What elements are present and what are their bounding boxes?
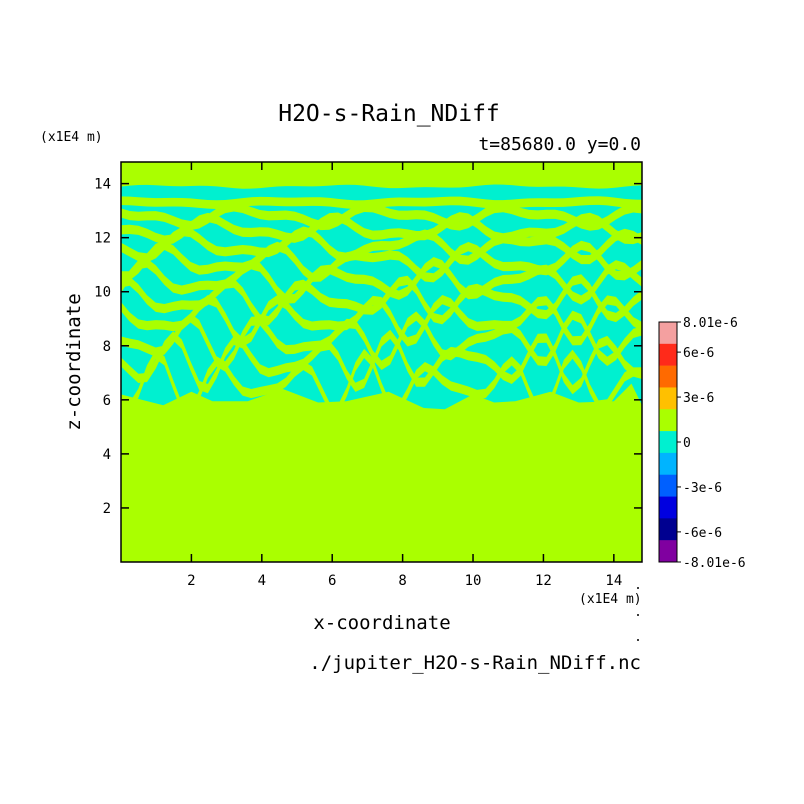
contour-stripe	[121, 257, 642, 305]
colorbar-tick-label: 3e-6	[683, 391, 714, 406]
marker-dots	[637, 587, 639, 641]
y-tick-label: 8	[103, 339, 111, 355]
colorbar-segment	[659, 496, 677, 519]
contour-stripe	[121, 226, 642, 265]
y-axis-label: z-coordinate	[63, 293, 85, 430]
colorbar-segment	[659, 343, 677, 366]
y-unit-label: (x1E4 m)	[40, 130, 103, 145]
x-axis: 2 4 6 8 10 12 14	[187, 162, 622, 589]
contour-stripe	[121, 310, 642, 371]
colorbar-segment	[659, 474, 677, 497]
contour-stripe	[121, 348, 642, 417]
y-tick-label: 10	[94, 285, 111, 301]
colorbar-segment	[659, 518, 677, 541]
colorbar-segment	[659, 365, 677, 388]
y-tick-label: 4	[103, 447, 111, 463]
colorbar-tick-label: 6e-6	[683, 346, 714, 361]
colorbar-tick-label: -8.01e-6	[683, 556, 746, 571]
colorbar-segment	[659, 387, 677, 410]
colorbar-segment	[659, 409, 677, 432]
x-tick-label: 8	[398, 573, 406, 589]
chart-title: H2O-s-Rain_NDiff	[278, 101, 500, 127]
colorbar-segment	[659, 540, 677, 563]
colorbar-tick-labels: 8.01e-6 6e-6 3e-6 0 -3e-6 -6e-6 -8.01e-6	[677, 316, 746, 571]
colorbar-tick-label: 8.01e-6	[683, 316, 738, 331]
y-axis: 2 4 6 8 10 12 14	[94, 177, 642, 517]
x-unit-label: (x1E4 m)	[579, 592, 642, 607]
colorbar-segment	[659, 452, 677, 476]
x-tick-label: 14	[605, 573, 622, 589]
x-tick-label: 10	[465, 573, 482, 589]
y-tick-label: 6	[103, 393, 111, 409]
contour-stripe	[121, 294, 642, 348]
filename-label: ./jupiter_H2O-s-Rain_NDiff.nc	[309, 652, 641, 674]
colorbar-segment	[659, 322, 677, 345]
x-tick-label: 4	[258, 573, 266, 589]
contour-stripe	[121, 329, 642, 395]
colorbar-tick-label: -6e-6	[683, 526, 722, 541]
colorbar	[658, 321, 678, 563]
contour-stripe	[121, 240, 642, 283]
x-axis-label: x-coordinate	[313, 612, 450, 634]
colorbar-tick-label: 0	[683, 436, 691, 451]
plot-area	[121, 162, 642, 562]
plot-frame	[120, 161, 643, 563]
y-tick-label: 14	[94, 177, 111, 193]
y-tick-label: 2	[103, 501, 111, 517]
contour-stripe	[121, 202, 642, 231]
contour-stripes	[121, 175, 642, 417]
x-tick-label: 12	[535, 573, 552, 589]
colorbar-tick-label: -3e-6	[683, 481, 722, 496]
x-tick-label: 2	[187, 573, 195, 589]
x-tick-label: 6	[328, 573, 336, 589]
time-label: t=85680.0 y=0.0	[478, 134, 641, 155]
colorbar-segment	[659, 431, 677, 454]
y-tick-label: 12	[94, 231, 111, 247]
contour-stripe	[121, 175, 642, 189]
